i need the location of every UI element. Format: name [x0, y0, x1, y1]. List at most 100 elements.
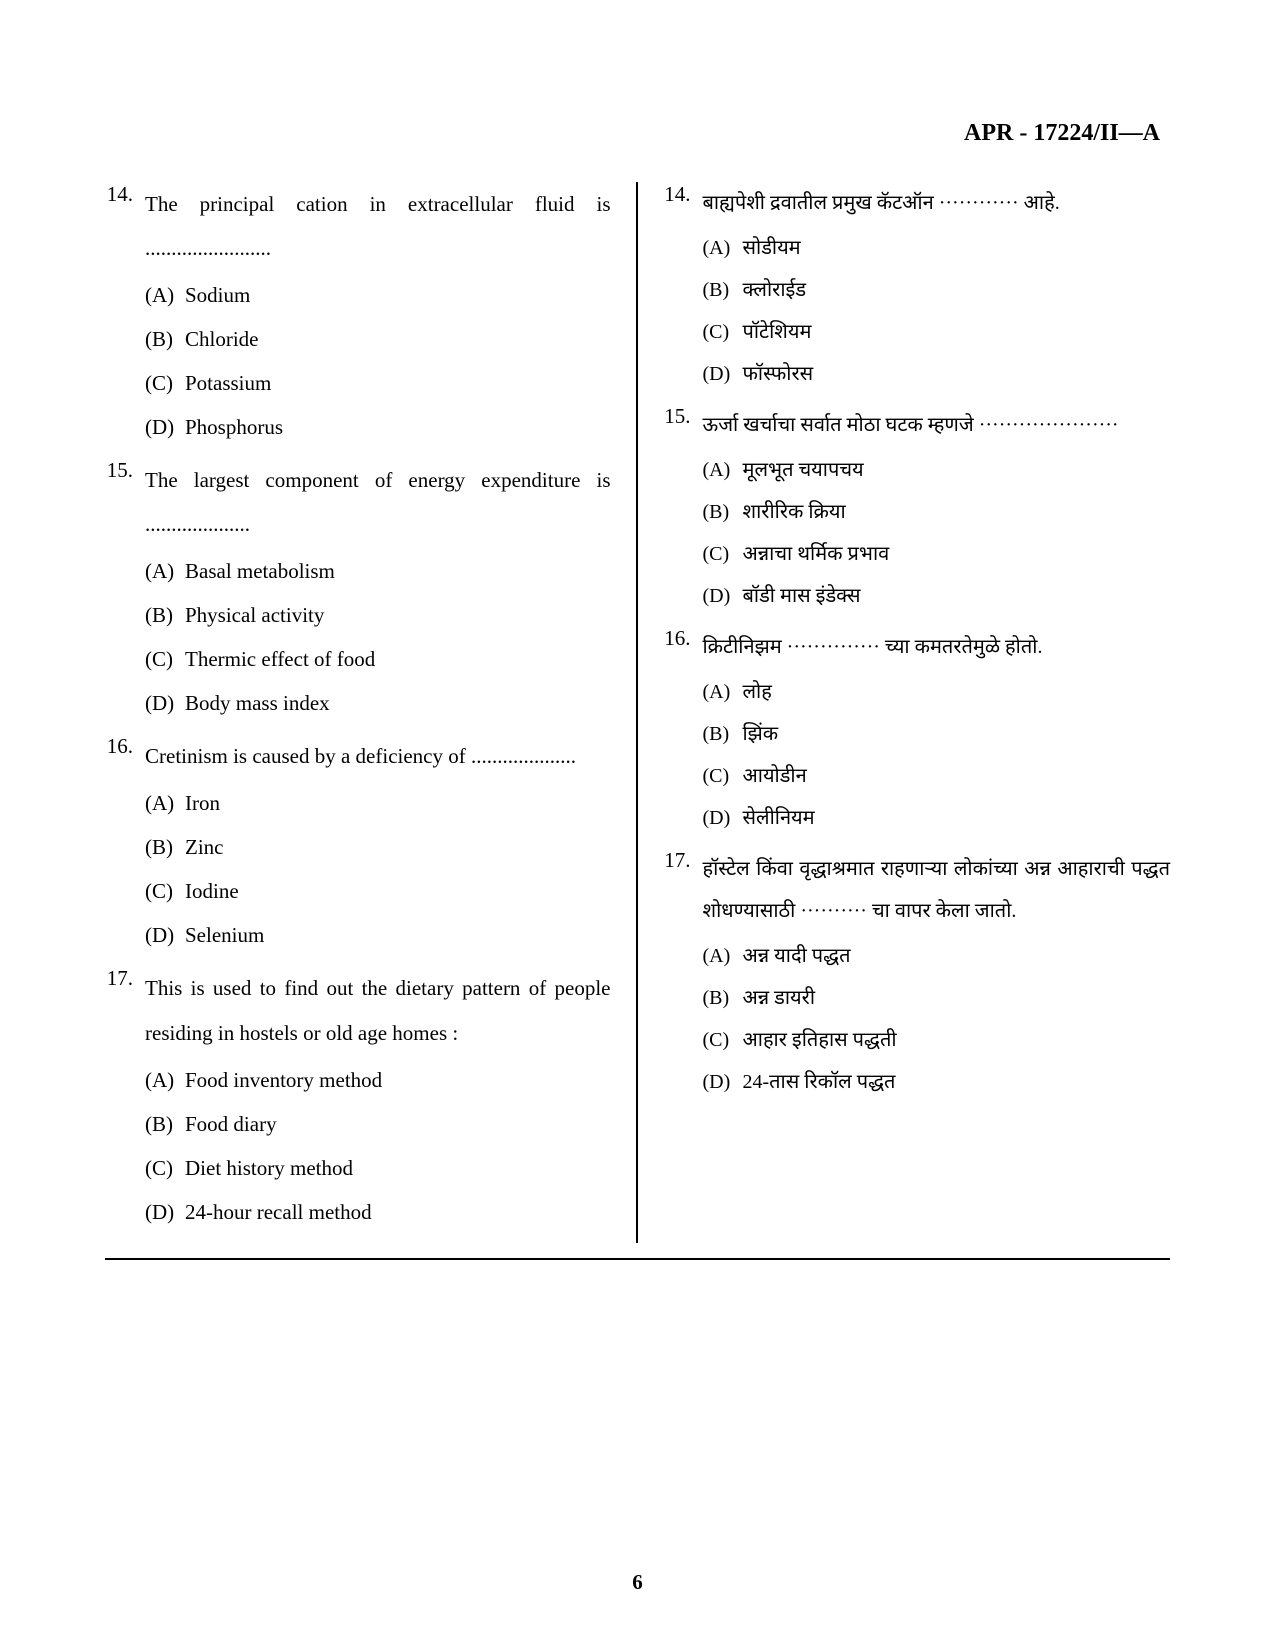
option-text: Selenium — [185, 914, 611, 956]
option-label: (A) — [703, 936, 743, 976]
option-a: (A)मूलभूत चयापचय — [703, 450, 1171, 490]
question-body: Cretinism is caused by a deficiency of .… — [145, 734, 611, 958]
option-a: (A)Basal metabolism — [145, 550, 611, 592]
option-text: सोडीयम — [743, 228, 1171, 268]
question-17-mr: 17. हॉस्टेल किंवा वृद्धाश्रमात राहणाऱ्या… — [663, 848, 1171, 1104]
option-c: (C)Thermic effect of food — [145, 638, 611, 680]
option-a: (A)Sodium — [145, 274, 611, 316]
option-label: (A) — [703, 672, 743, 712]
options-list: (A)लोह (B)झिंक (C)आयोडीन (D)सेलीनियम — [703, 672, 1171, 838]
question-number: 16. — [105, 734, 145, 958]
options-list: (A)Food inventory method (B)Food diary (… — [145, 1059, 611, 1233]
question-number: 15. — [663, 404, 703, 618]
option-label: (B) — [145, 594, 185, 636]
option-b: (B)Physical activity — [145, 594, 611, 636]
option-a: (A)अन्न यादी पद्धत — [703, 936, 1171, 976]
option-c: (C)Iodine — [145, 870, 611, 912]
option-label: (D) — [703, 354, 743, 394]
option-label: (A) — [703, 228, 743, 268]
option-text: 24-तास रिकॉल पद्धत — [743, 1062, 1171, 1102]
option-b: (B)अन्न डायरी — [703, 978, 1171, 1018]
option-text: Zinc — [185, 826, 611, 868]
left-column-english: 14. The principal cation in extracellula… — [105, 182, 638, 1243]
option-b: (B)Zinc — [145, 826, 611, 868]
option-text: फॉस्फोरस — [743, 354, 1171, 394]
option-text: Iron — [185, 782, 611, 824]
option-label: (A) — [145, 274, 185, 316]
option-text: Diet history method — [185, 1147, 611, 1189]
option-label: (A) — [703, 450, 743, 490]
question-number: 14. — [663, 182, 703, 396]
option-text: शारीरिक क्रिया — [743, 492, 1171, 532]
question-body: This is used to find out the dietary pat… — [145, 966, 611, 1234]
option-text: बॉडी मास इंडेक्स — [743, 576, 1171, 616]
option-label: (C) — [703, 312, 743, 352]
question-text: हॉस्टेल किंवा वृद्धाश्रमात राहणाऱ्या लोक… — [703, 848, 1171, 932]
question-body: क्रिटीनिझम ·············· च्या कमतरतेमुळ… — [703, 626, 1171, 840]
option-c: (C)पॉटेशियम — [703, 312, 1171, 352]
option-d: (D)Body mass index — [145, 682, 611, 724]
option-text: Phosphorus — [185, 406, 611, 448]
option-label: (C) — [145, 870, 185, 912]
option-label: (C) — [703, 1020, 743, 1060]
option-text: आहार इतिहास पद्धती — [743, 1020, 1171, 1060]
option-text: पॉटेशियम — [743, 312, 1171, 352]
option-label: (A) — [145, 1059, 185, 1101]
option-d: (D)24-hour recall method — [145, 1191, 611, 1233]
option-text: Iodine — [185, 870, 611, 912]
question-number: 17. — [105, 966, 145, 1234]
question-body: हॉस्टेल किंवा वृद्धाश्रमात राहणाऱ्या लोक… — [703, 848, 1171, 1104]
option-text: अन्न डायरी — [743, 978, 1171, 1018]
question-16-en: 16. Cretinism is caused by a deficiency … — [105, 734, 611, 958]
option-label: (D) — [145, 914, 185, 956]
question-16-mr: 16. क्रिटीनिझम ·············· च्या कमतरत… — [663, 626, 1171, 840]
option-d: (D)24-तास रिकॉल पद्धत — [703, 1062, 1171, 1102]
question-number: 17. — [663, 848, 703, 1104]
question-columns: 14. The principal cation in extracellula… — [105, 182, 1170, 1260]
option-b: (B)शारीरिक क्रिया — [703, 492, 1171, 532]
option-label: (B) — [703, 714, 743, 754]
option-text: झिंक — [743, 714, 1171, 754]
option-c: (C)Potassium — [145, 362, 611, 404]
question-14-en: 14. The principal cation in extracellula… — [105, 182, 611, 450]
option-c: (C)आयोडीन — [703, 756, 1171, 796]
question-body: ऊर्जा खर्चाचा सर्वात मोठा घटक म्हणजे ···… — [703, 404, 1171, 618]
option-text: सेलीनियम — [743, 798, 1171, 838]
option-a: (A)सोडीयम — [703, 228, 1171, 268]
option-text: लोह — [743, 672, 1171, 712]
option-b: (B)क्लोराईड — [703, 270, 1171, 310]
page-header: APR - 17224/II—A — [105, 120, 1170, 147]
option-text: क्लोराईड — [743, 270, 1171, 310]
question-number: 14. — [105, 182, 145, 450]
option-label: (B) — [703, 270, 743, 310]
question-body: बाह्यपेशी द्रवातील प्रमुख कॅटऑन ········… — [703, 182, 1171, 396]
option-label: (D) — [145, 406, 185, 448]
option-text: Basal metabolism — [185, 550, 611, 592]
question-text: बाह्यपेशी द्रवातील प्रमुख कॅटऑन ········… — [703, 182, 1171, 224]
question-text: The largest component of energy expendit… — [145, 458, 611, 546]
question-14-mr: 14. बाह्यपेशी द्रवातील प्रमुख कॅटऑन ····… — [663, 182, 1171, 396]
option-text: Chloride — [185, 318, 611, 360]
option-label: (D) — [703, 798, 743, 838]
question-text: The principal cation in extracellular fl… — [145, 182, 611, 270]
option-d: (D)Phosphorus — [145, 406, 611, 448]
option-a: (A)लोह — [703, 672, 1171, 712]
option-text: 24-hour recall method — [185, 1191, 611, 1233]
option-text: Body mass index — [185, 682, 611, 724]
question-text: This is used to find out the dietary pat… — [145, 966, 611, 1054]
option-label: (B) — [145, 1103, 185, 1145]
option-label: (B) — [145, 826, 185, 868]
option-label: (C) — [145, 362, 185, 404]
question-number: 16. — [663, 626, 703, 840]
option-c: (C)अन्नाचा थर्मिक प्रभाव — [703, 534, 1171, 574]
options-list: (A)सोडीयम (B)क्लोराईड (C)पॉटेशियम (D)फॉस… — [703, 228, 1171, 394]
option-d: (D)Selenium — [145, 914, 611, 956]
option-text: अन्नाचा थर्मिक प्रभाव — [743, 534, 1171, 574]
option-label: (C) — [145, 638, 185, 680]
option-label: (D) — [145, 682, 185, 724]
question-17-en: 17. This is used to find out the dietary… — [105, 966, 611, 1234]
options-list: (A)अन्न यादी पद्धत (B)अन्न डायरी (C)आहार… — [703, 936, 1171, 1102]
question-body: The principal cation in extracellular fl… — [145, 182, 611, 450]
option-d: (D)फॉस्फोरस — [703, 354, 1171, 394]
option-label: (D) — [703, 576, 743, 616]
